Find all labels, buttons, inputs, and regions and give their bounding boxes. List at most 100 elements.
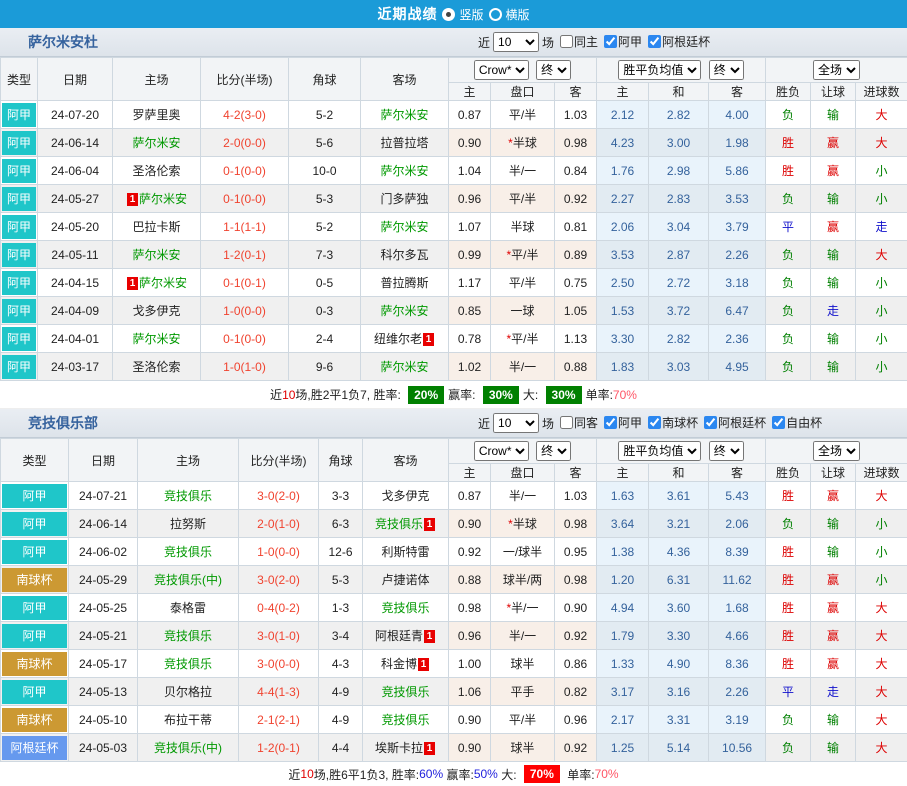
checkbox-自由杯[interactable] [772, 416, 785, 429]
near-label: 近 [478, 415, 490, 432]
avg-time-select[interactable]: 终 [709, 60, 744, 80]
col-type: 类型 [1, 58, 38, 101]
subcol-avg-away: 客 [709, 464, 766, 482]
home-odds-cell: 0.90 [449, 734, 491, 762]
league-badge: 南球杯 [2, 652, 67, 676]
result-cell: 平 [766, 213, 811, 241]
avg-odds-group: 胜平负均值 终 [597, 58, 766, 83]
away-odds-cell: 0.96 [555, 706, 597, 734]
layout-radio-horizontal[interactable]: 横版 [489, 6, 530, 23]
avg-odds-select[interactable]: 胜平负均值 [618, 60, 701, 80]
score-cell: 3-0(1-0) [239, 622, 319, 650]
home-team-name: 圣洛伦索 [132, 360, 180, 374]
handicap-cell: 半/一 [491, 482, 555, 510]
avg-away-cell: 2.26 [709, 678, 766, 706]
layout-radio-vertical[interactable]: 竖版 [442, 6, 483, 23]
home-odds-cell: 0.99 [449, 241, 491, 269]
avg-time-select[interactable]: 终 [709, 441, 744, 461]
score-cell: 4-4(1-3) [239, 678, 319, 706]
away-team-name: 竞技俱乐 [375, 517, 423, 531]
league-badge: 阿甲 [2, 243, 36, 267]
home-team-cell: 竞技俱乐(中) [138, 566, 239, 594]
avg-home-cell: 4.94 [597, 594, 649, 622]
checkbox-阿甲[interactable] [604, 416, 617, 429]
handicap-time-select[interactable]: 终 [536, 441, 571, 461]
avg-home-cell: 1.33 [597, 650, 649, 678]
home-odds-cell: 0.96 [449, 622, 491, 650]
filter-阿根廷杯[interactable]: 阿根廷杯 [648, 33, 710, 50]
filter-阿甲[interactable]: 阿甲 [604, 414, 642, 431]
match-count-select[interactable]: 10 [493, 413, 539, 433]
filter-阿根廷杯[interactable]: 阿根廷杯 [704, 414, 766, 431]
avg-odds-select[interactable]: 胜平负均值 [618, 441, 701, 461]
full-score: 1-2 [223, 248, 240, 262]
checkbox-阿根廷杯[interactable] [648, 35, 661, 48]
score-cell: 0-1(0-0) [201, 325, 289, 353]
full-score: 1-0 [257, 545, 274, 559]
score-cell: 0-1(0-0) [201, 157, 289, 185]
filter-同客[interactable]: 同客 [560, 414, 598, 431]
score-cell: 0-4(0-2) [239, 594, 319, 622]
filter-阿甲[interactable]: 阿甲 [604, 33, 642, 50]
result-cell: 胜 [766, 482, 811, 510]
away-team-name: 竞技俱乐 [381, 713, 429, 727]
subcol-away-odds: 客 [555, 83, 597, 101]
subcol-result: 胜负 [766, 83, 811, 101]
home-odds-cell: 0.87 [449, 482, 491, 510]
col-corner: 角球 [319, 439, 363, 482]
bookmaker-select[interactable]: Crow* [474, 60, 529, 80]
checkbox-南球杯[interactable] [648, 416, 661, 429]
home-odds-cell: 0.98 [449, 594, 491, 622]
full-score: 0-4 [257, 601, 274, 615]
full-score: 2-0 [257, 517, 274, 531]
summary-segment: 10 [282, 388, 295, 402]
checkbox-阿甲[interactable] [604, 35, 617, 48]
bookmaker-select[interactable]: Crow* [474, 441, 529, 461]
avg-away-cell: 4.95 [709, 353, 766, 381]
away-team-name: 阿根廷青 [375, 629, 423, 643]
filter-自由杯[interactable]: 自由杯 [772, 414, 822, 431]
filter-南球杯[interactable]: 南球杯 [648, 414, 698, 431]
filter-同主[interactable]: 同主 [560, 33, 598, 50]
match-count-select[interactable]: 10 [493, 32, 539, 52]
score-cell: 1-0(1-0) [201, 353, 289, 381]
handicap-cell: 半球 [491, 213, 555, 241]
scope-select[interactable]: 全场 [813, 60, 860, 80]
checkbox-阿根廷杯[interactable] [704, 416, 717, 429]
avg-away-cell: 11.62 [709, 566, 766, 594]
checkbox-label: 同主 [574, 33, 598, 50]
half-score: (0-0) [241, 136, 266, 150]
red-card-badge: 1 [423, 333, 434, 346]
avg-home-cell: 1.76 [597, 157, 649, 185]
avg-draw-cell: 3.72 [649, 297, 709, 325]
team-section-header-2: 竞技俱乐部 近 10 场 同客阿甲南球杯阿根廷杯自由杯 [0, 409, 907, 438]
checkbox-label: 阿甲 [618, 414, 642, 431]
date-cell: 24-05-13 [69, 678, 138, 706]
avg-home-cell: 3.64 [597, 510, 649, 538]
league-badge: 阿甲 [2, 540, 67, 564]
home-team-cell: 贝尔格拉 [138, 678, 239, 706]
radio-unselected-icon[interactable] [489, 8, 502, 21]
summary-segment: 70% [595, 767, 619, 781]
summary-segment: 赢率: [448, 386, 479, 403]
league-cell: 南球杯 [1, 650, 69, 678]
league-badge: 阿甲 [2, 271, 36, 295]
checkbox-同主[interactable] [560, 35, 573, 48]
scope-select[interactable]: 全场 [813, 441, 860, 461]
home-odds-cell: 1.07 [449, 213, 491, 241]
subcol-result: 胜负 [766, 464, 811, 482]
home-team-cell: 竞技俱乐 [138, 482, 239, 510]
checkbox-同客[interactable] [560, 416, 573, 429]
radio-selected-icon[interactable] [442, 8, 455, 21]
handicap-time-select[interactable]: 终 [536, 60, 571, 80]
handicap-cell: 球半/两 [491, 566, 555, 594]
avg-home-cell: 3.17 [597, 678, 649, 706]
full-score: 2-1 [257, 713, 274, 727]
near-label: 近 [478, 34, 490, 51]
